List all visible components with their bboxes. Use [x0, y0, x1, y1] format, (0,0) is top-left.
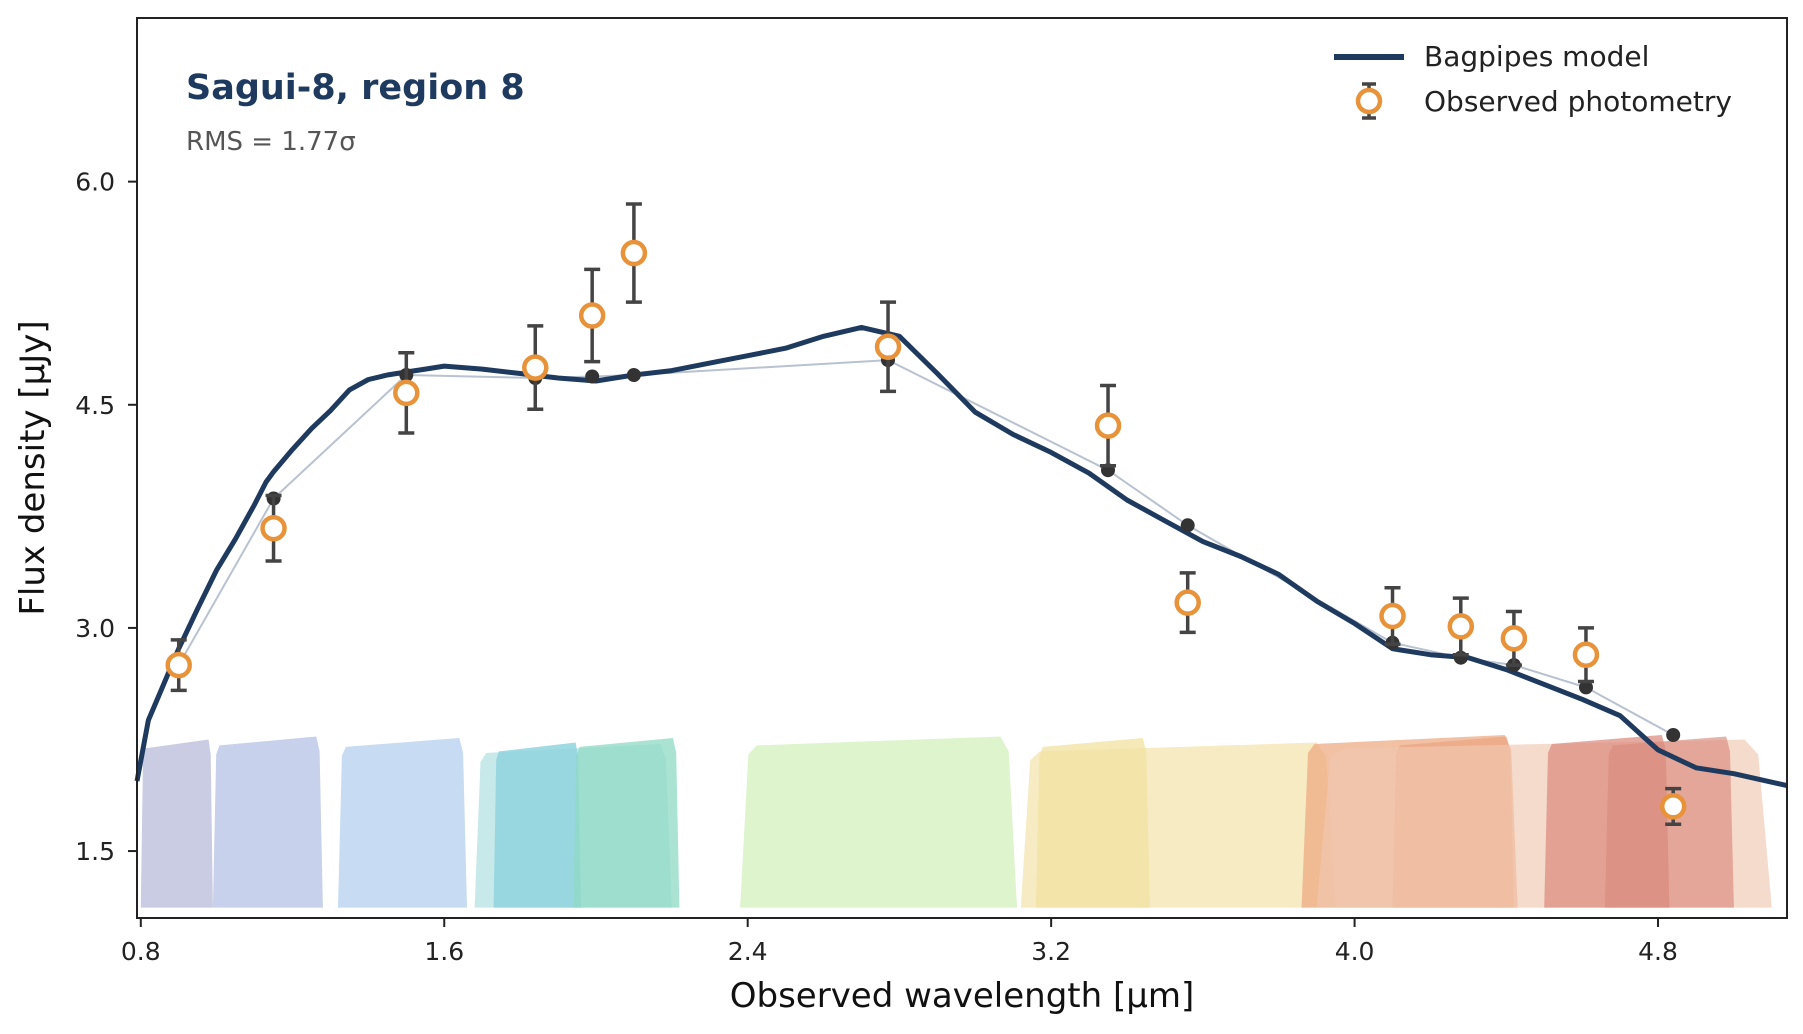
x-axis-label: Observed wavelength [µm]	[730, 976, 1195, 1016]
filter-curve-1	[212, 736, 323, 908]
observed-point	[1094, 383, 1122, 468]
photometry-marker	[874, 333, 902, 361]
legend-model-label: Bagpipes model	[1424, 40, 1649, 73]
y-tick-label: 4.5	[75, 391, 115, 420]
y-tick-label: 3.0	[75, 614, 115, 643]
filter-curve-2	[338, 738, 467, 908]
photometry-marker	[522, 354, 549, 381]
photometry-marker	[1447, 613, 1475, 640]
plot-frame	[136, 17, 1788, 919]
observed-point	[1500, 609, 1528, 667]
y-tick-label: 6.0	[75, 168, 115, 197]
x-tick-label: 2.4	[728, 937, 768, 966]
model-photometry-line	[177, 359, 1674, 736]
photometry-marker	[1379, 602, 1406, 630]
x-tick-label: 4.8	[1638, 937, 1678, 966]
x-tick-label: 0.8	[121, 937, 161, 966]
legend-photometry-label: Observed photometry	[1424, 85, 1732, 118]
photometry-marker	[393, 379, 420, 407]
x-tick-label: 1.6	[424, 937, 464, 966]
filter-curve-6	[740, 736, 1017, 908]
x-tick-label: 3.2	[1031, 937, 1071, 966]
photometry-marker	[620, 239, 648, 267]
photometry-marker	[578, 302, 606, 329]
observed-photometry	[165, 202, 1687, 827]
filter-curves	[140, 735, 1772, 908]
observed-point	[1572, 626, 1600, 684]
legend: Bagpipes model Observed photometry	[1334, 40, 1732, 120]
filter-curve-13	[1604, 736, 1734, 908]
model-photometry-connector	[177, 359, 1674, 736]
photometry-marker	[165, 651, 192, 679]
observed-point	[260, 493, 287, 563]
chart-title: Sagui-8, region 8	[186, 68, 525, 108]
filter-curve-8	[1036, 738, 1150, 908]
model-spectrum-line	[134, 324, 1788, 789]
model-photometry-point	[585, 369, 600, 384]
observed-point	[393, 350, 420, 435]
filter-curve-0	[140, 739, 213, 908]
photometry-marker	[260, 514, 287, 542]
photometry-marker	[1659, 793, 1687, 820]
observed-point	[522, 324, 549, 411]
observed-point	[874, 300, 902, 394]
y-tick-label: 1.5	[75, 837, 115, 866]
chart-subtitle: RMS = 1.77σ	[186, 127, 356, 157]
observed-point	[620, 202, 648, 304]
y-axis-label: Flux density [µJy]	[13, 320, 53, 615]
observed-point	[1659, 786, 1687, 827]
model-photometry-points	[171, 353, 1681, 742]
model-spectrum	[134, 324, 1788, 789]
photometry-marker	[1174, 589, 1201, 616]
legend-photometry-swatch	[1355, 82, 1383, 120]
observed-point	[165, 638, 192, 693]
model-photometry-point	[1180, 518, 1195, 533]
observed-point	[578, 267, 606, 364]
x-axis-ticks: 0.8 1.6 2.4 3.2 4.0 4.8	[121, 918, 1678, 966]
observed-point	[1379, 586, 1406, 647]
y-axis-ticks: 1.5 3.0 4.5 6.0	[75, 168, 137, 866]
photometry-marker	[1572, 641, 1600, 668]
photometry-marker	[1500, 625, 1528, 652]
model-photometry-point	[626, 368, 641, 382]
x-tick-label: 4.0	[1335, 937, 1375, 966]
observed-point	[1174, 571, 1201, 635]
model-photometry-point	[1666, 728, 1681, 742]
model-photometry-point	[1579, 680, 1593, 695]
photometry-marker	[1094, 412, 1122, 439]
filter-curve-4	[493, 742, 581, 908]
filter-curve-5	[573, 738, 680, 908]
observed-point	[1447, 596, 1475, 657]
